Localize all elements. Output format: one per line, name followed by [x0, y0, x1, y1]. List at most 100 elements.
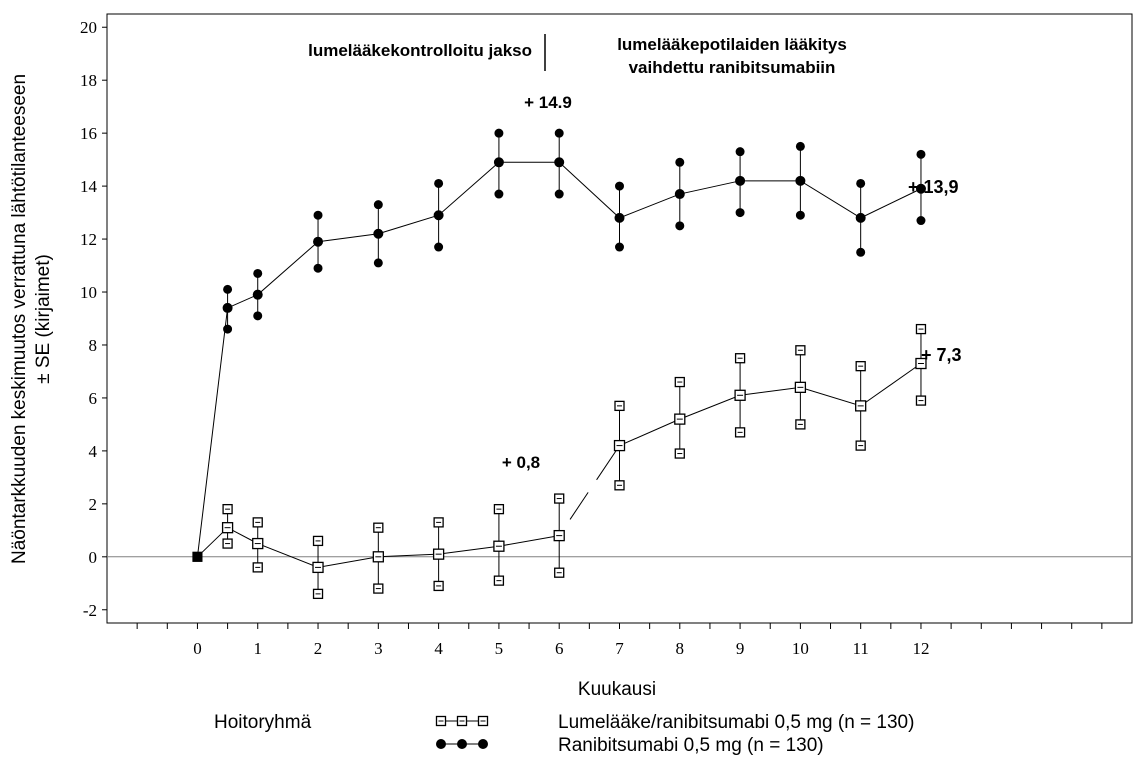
data-point-ranibizumab	[493, 157, 504, 168]
error-cap-ranibizumab	[253, 311, 263, 321]
error-cap-ranibizumab	[856, 247, 866, 257]
error-cap-placebo	[252, 562, 263, 573]
y-axis-title-line1: Näöntarkkuuden keskimuutos verrattuna lä…	[9, 74, 30, 564]
data-point-placebo	[372, 551, 384, 563]
error-cap-placebo	[614, 480, 625, 491]
series-line-placebo-bridge	[596, 445, 620, 481]
y-tick-label: -2	[83, 601, 97, 620]
error-cap-ranibizumab	[494, 189, 504, 199]
x-tick-label: 11	[852, 639, 868, 658]
error-cap-placebo	[795, 345, 806, 356]
data-point-placebo	[855, 400, 867, 412]
y-tick-label: 2	[89, 495, 98, 514]
x-tick-label: 9	[736, 639, 745, 658]
y-tick-label: 16	[80, 124, 97, 143]
series-line-placebo	[619, 363, 922, 447]
error-cap-placebo	[554, 493, 565, 504]
x-axis: 0 1 2 3 4 5 6 7 8 9 10 11 12	[136, 623, 1103, 658]
error-cap-ranibizumab	[795, 210, 805, 220]
series-line-placebo-bridge	[569, 492, 589, 520]
data-point-ranibizumab	[915, 183, 926, 194]
data-point-placebo	[674, 413, 686, 425]
data-point-ranibizumab	[373, 228, 384, 239]
data-point-ranibizumab	[614, 212, 625, 223]
x-tick-label: 5	[495, 639, 504, 658]
legend-title: Hoitoryhmä	[214, 712, 312, 733]
error-cap-ranibizumab	[434, 242, 444, 252]
y-tick-label: 10	[80, 283, 97, 302]
legend-symbol-ranibizumab	[436, 739, 488, 749]
x-tick-label: 4	[434, 639, 443, 658]
legend: Hoitoryhmä Lumelääke/ranibitsumabi 0,5 m…	[214, 712, 914, 756]
error-cap-ranibizumab	[916, 216, 926, 226]
error-cap-placebo	[222, 538, 233, 549]
error-cap-placebo	[915, 395, 927, 406]
error-cap-ranibizumab	[313, 210, 323, 220]
error-cap-ranibizumab	[373, 200, 383, 210]
legend-label-placebo: Lumelääke/ranibitsumabi 0,5 mg (n = 130)	[558, 712, 914, 733]
data-point-ranibizumab	[795, 175, 806, 186]
y-tick-label: 0	[89, 548, 98, 567]
data-point-placebo	[192, 551, 203, 562]
data-point-placebo	[432, 548, 445, 560]
error-cap-ranibizumab	[735, 147, 745, 157]
y-tick-label: 20	[80, 18, 97, 37]
error-cap-placebo	[252, 517, 263, 528]
y-tick-label: 8	[89, 336, 98, 355]
y-axis: -2 0 2 4 6 8 10 12 14 16 18 20	[80, 18, 107, 620]
error-cap-ranibizumab	[675, 157, 685, 167]
error-cap-placebo	[493, 575, 505, 586]
error-cap-placebo	[614, 400, 625, 412]
legend-marker-ranibizumab	[436, 739, 446, 749]
error-cap-placebo	[312, 535, 324, 547]
error-cap-placebo	[312, 588, 324, 600]
error-cap-placebo	[855, 361, 866, 372]
data-point-placebo	[734, 389, 746, 401]
error-cap-ranibizumab	[313, 263, 323, 273]
error-cap-ranibizumab	[373, 258, 383, 268]
annotation-placebo-month6: + 0,8	[502, 453, 540, 472]
legend-marker-placebo	[456, 715, 468, 727]
error-cap-placebo	[674, 376, 685, 388]
error-cap-placebo	[554, 567, 565, 578]
data-point-placebo	[613, 439, 626, 452]
error-bars	[222, 128, 927, 600]
y-tick-label: 12	[80, 230, 97, 249]
error-cap-placebo	[222, 503, 233, 515]
error-cap-placebo	[855, 440, 866, 451]
error-cap-ranibizumab	[795, 141, 805, 151]
error-cap-ranibizumab	[494, 128, 504, 138]
x-tick-label: 2	[314, 639, 323, 658]
y-tick-label: 14	[80, 177, 98, 196]
x-axis-title: Kuukausi	[578, 679, 656, 700]
error-cap-placebo	[674, 448, 685, 459]
data-point-placebo	[915, 357, 927, 370]
data-point-ranibizumab	[222, 302, 233, 313]
data-point-ranibizumab	[735, 175, 746, 186]
data-point-placebo	[553, 529, 565, 542]
data-point-ranibizumab	[674, 189, 685, 200]
annotation-ranibizumab-final: + 13,9	[908, 177, 959, 197]
error-cap-placebo	[915, 323, 927, 335]
error-cap-placebo	[433, 580, 444, 592]
error-cap-placebo	[373, 583, 384, 594]
y-tick-label: 4	[89, 442, 98, 461]
y-axis-title-line2: ± SE (kirjaimet)	[33, 254, 54, 384]
x-tick-label: 12	[912, 639, 929, 658]
series-markers	[192, 157, 927, 574]
x-tick-label: 3	[374, 639, 383, 658]
data-point-placebo	[312, 561, 324, 574]
data-point-ranibizumab	[554, 157, 565, 168]
data-point-ranibizumab	[252, 289, 263, 300]
data-point-ranibizumab	[313, 236, 324, 247]
data-point-placebo	[493, 540, 505, 552]
data-point-placebo	[221, 522, 234, 534]
error-cap-ranibizumab	[615, 242, 624, 252]
error-cap-ranibizumab	[675, 221, 685, 231]
error-cap-ranibizumab	[434, 178, 444, 188]
error-cap-ranibizumab	[916, 149, 926, 159]
data-point-ranibizumab	[855, 212, 866, 223]
series-line-ranibizumab	[196, 161, 922, 557]
error-cap-ranibizumab	[253, 268, 263, 278]
error-cap-ranibizumab	[554, 128, 564, 138]
